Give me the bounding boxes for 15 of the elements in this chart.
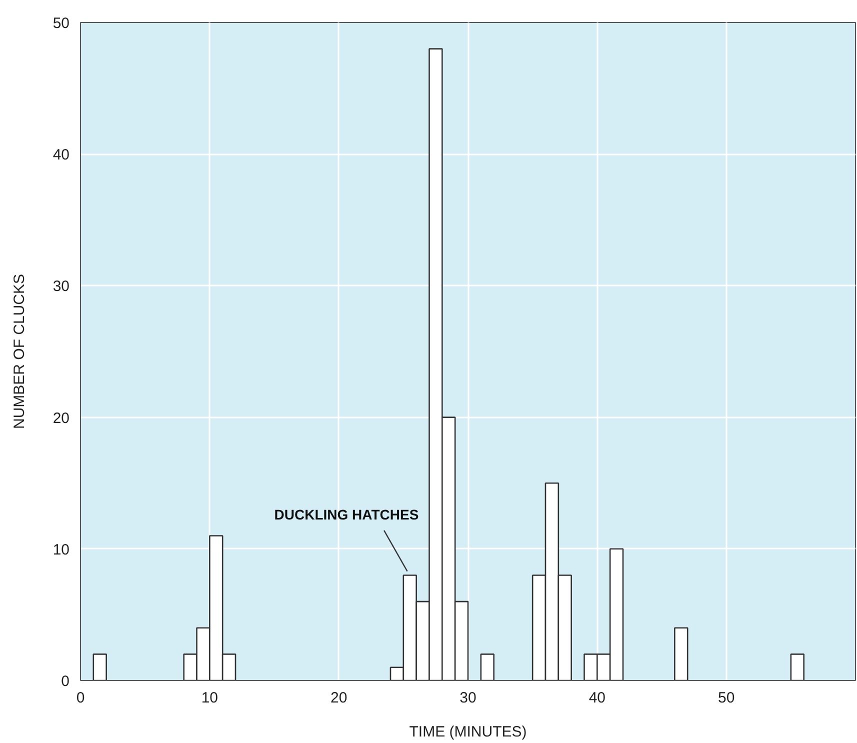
x-tick-label: 50 [718, 690, 735, 706]
x-axis-title: TIME (MINUTES) [409, 724, 527, 740]
y-tick-label: 20 [52, 410, 70, 427]
x-tick-label: 20 [330, 690, 348, 706]
y-tick-label: 50 [52, 15, 70, 32]
x-tick-label: 0 [76, 690, 85, 706]
annotation: DUCKLING HATCHES [274, 506, 419, 523]
x-tick-label: 10 [201, 690, 218, 706]
y-tick-label: 10 [52, 541, 70, 558]
y-axis-title: NUMBER OF CLUCKS [10, 274, 28, 430]
y-tick-label: 30 [52, 278, 70, 296]
y-tick-label: 40 [52, 146, 70, 164]
y-tick-label: 0 [61, 673, 70, 690]
x-tick-label: 40 [588, 690, 606, 706]
x-tick-label: 30 [460, 690, 476, 706]
